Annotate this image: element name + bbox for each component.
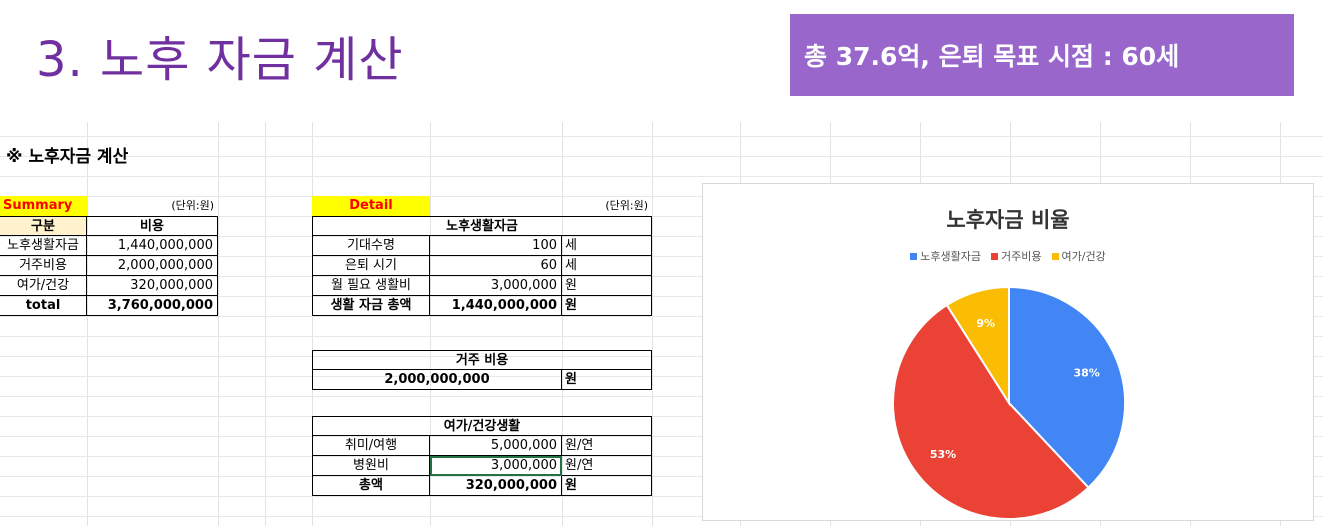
grid-column-line [87, 122, 88, 526]
leisure-row-name[interactable]: 병원비 [312, 456, 430, 476]
grid-row-line [0, 496, 1323, 497]
living-row-value[interactable]: 3,000,000 [430, 276, 562, 296]
living-row-unit[interactable]: 세 [562, 256, 652, 276]
leisure-total-unit[interactable]: 원 [562, 476, 652, 496]
living-row-value[interactable]: 60 [430, 256, 562, 276]
grid-row-line [0, 516, 1323, 517]
living-total-value[interactable]: 1,440,000,000 [430, 296, 562, 316]
summary-row-value[interactable]: 320,000,000 [87, 276, 218, 296]
living-row-name[interactable]: 월 필요 생활비 [312, 276, 430, 296]
grid-column-line [652, 122, 653, 526]
housing-unit[interactable]: 원 [562, 370, 652, 390]
grid-row-line [0, 436, 1323, 437]
legend-item: 여가/건강 [1051, 248, 1106, 264]
living-row-name[interactable]: 은퇴 시기 [312, 256, 430, 276]
summary-row-name[interactable]: 거주비용 [0, 256, 87, 276]
slide-title: 3. 노후 자금 계산 [36, 32, 404, 88]
leisure-total-value[interactable]: 320,000,000 [430, 476, 562, 496]
leisure-row-unit[interactable]: 원/연 [562, 456, 652, 476]
summary-header-cost[interactable]: 비용 [87, 216, 218, 236]
pie-data-label: 53% [930, 448, 956, 461]
grid-column-line [265, 122, 266, 526]
leisure-row-value-selected[interactable]: 3,000,000 [430, 456, 562, 476]
legend-swatch-red [991, 252, 999, 260]
legend-label: 거주비용 [1001, 250, 1042, 263]
legend-item: 노후생활자금 [910, 248, 981, 264]
summary-total-label[interactable]: total [0, 296, 87, 316]
living-row-value[interactable]: 100 [430, 236, 562, 256]
summary-banner: 총 37.6억, 은퇴 목표 시점 : 60세 [790, 14, 1294, 96]
grid-row-line [0, 256, 1323, 257]
grid-row-line [0, 216, 1323, 217]
housing-title[interactable]: 거주 비용 [312, 350, 652, 370]
legend-item: 거주비용 [991, 248, 1042, 264]
grid-row-line [0, 396, 1323, 397]
summary-row-value[interactable]: 1,440,000,000 [87, 236, 218, 256]
pie-slice-노후생활자금[interactable] [1008, 285, 1126, 489]
pie-data-label: 38% [1073, 366, 1099, 379]
summary-header-category[interactable]: 구분 [0, 216, 87, 236]
leisure-row-value[interactable]: 5,000,000 [430, 436, 562, 456]
grid-row-line [0, 236, 1323, 237]
leisure-row-unit[interactable]: 원/연 [562, 436, 652, 456]
legend-label: 여가/건강 [1061, 250, 1106, 263]
grid-row-line [0, 296, 1323, 297]
pie-slice-여가/건강[interactable] [945, 285, 1010, 407]
summary-row-name[interactable]: 노후생활자금 [0, 236, 87, 256]
grid-row-line [0, 376, 1323, 377]
pie-data-label: 9% [976, 317, 995, 330]
pie-slice-거주비용[interactable] [892, 303, 1090, 521]
housing-value[interactable]: 2,000,000,000 [312, 370, 562, 390]
summary-unit[interactable]: (단위:원) [171, 199, 214, 212]
living-row-name[interactable]: 기대수명 [312, 236, 430, 256]
pie-svg: 38% 53% 9% [892, 285, 1126, 521]
pie-chart[interactable]: 노후자금 비율 노후생활자금 거주비용 여가/건강 38% 53% 9% [702, 183, 1314, 521]
grid-row-line [0, 176, 1323, 177]
summary-total-value[interactable]: 3,760,000,000 [87, 296, 218, 316]
grid-row-line [0, 456, 1323, 457]
grid-column-line [430, 122, 431, 526]
living-row-unit[interactable]: 원 [562, 276, 652, 296]
summary-row-name[interactable]: 여가/건강 [0, 276, 87, 296]
living-total-name[interactable]: 생활 자금 총액 [312, 296, 430, 316]
leisure-row-name[interactable]: 취미/여행 [312, 436, 430, 456]
grid-row-line [0, 276, 1323, 277]
grid-row-line [0, 196, 1323, 197]
chart-legend: 노후생활자금 거주비용 여가/건강 [703, 248, 1313, 264]
detail-label[interactable]: Detail [312, 196, 430, 216]
living-row-unit[interactable]: 세 [562, 236, 652, 256]
legend-swatch-blue [910, 252, 918, 260]
grid-column-line [562, 122, 563, 526]
grid-column-line [312, 122, 313, 526]
living-title[interactable]: 노후생활자금 [312, 216, 652, 236]
legend-label: 노후생활자금 [920, 250, 982, 263]
summary-row-value[interactable]: 2,000,000,000 [87, 256, 218, 276]
grid-row-line [0, 416, 1323, 417]
leisure-title[interactable]: 여가/건강생활 [312, 416, 652, 436]
section-title: ※ 노후자금 계산 [6, 147, 129, 167]
spreadsheet[interactable]: ※ 노후자금 계산 Summary (단위:원) 구분 비용 노후생활자금 1,… [0, 122, 1323, 526]
leisure-total-name[interactable]: 총액 [312, 476, 430, 496]
grid-row-line [0, 316, 1323, 317]
chart-title: 노후자금 비율 [946, 208, 1070, 232]
grid-row-line [0, 476, 1323, 477]
grid-column-line [218, 122, 219, 526]
summary-label[interactable]: Summary [0, 196, 87, 216]
living-total-unit[interactable]: 원 [562, 296, 652, 316]
legend-swatch-yellow [1051, 252, 1059, 260]
grid-row-line [0, 356, 1323, 357]
detail-unit[interactable]: (단위:원) [605, 199, 648, 212]
grid-row-line [0, 336, 1323, 337]
grid-row-line [0, 156, 1323, 157]
grid-row-line [0, 136, 1323, 137]
